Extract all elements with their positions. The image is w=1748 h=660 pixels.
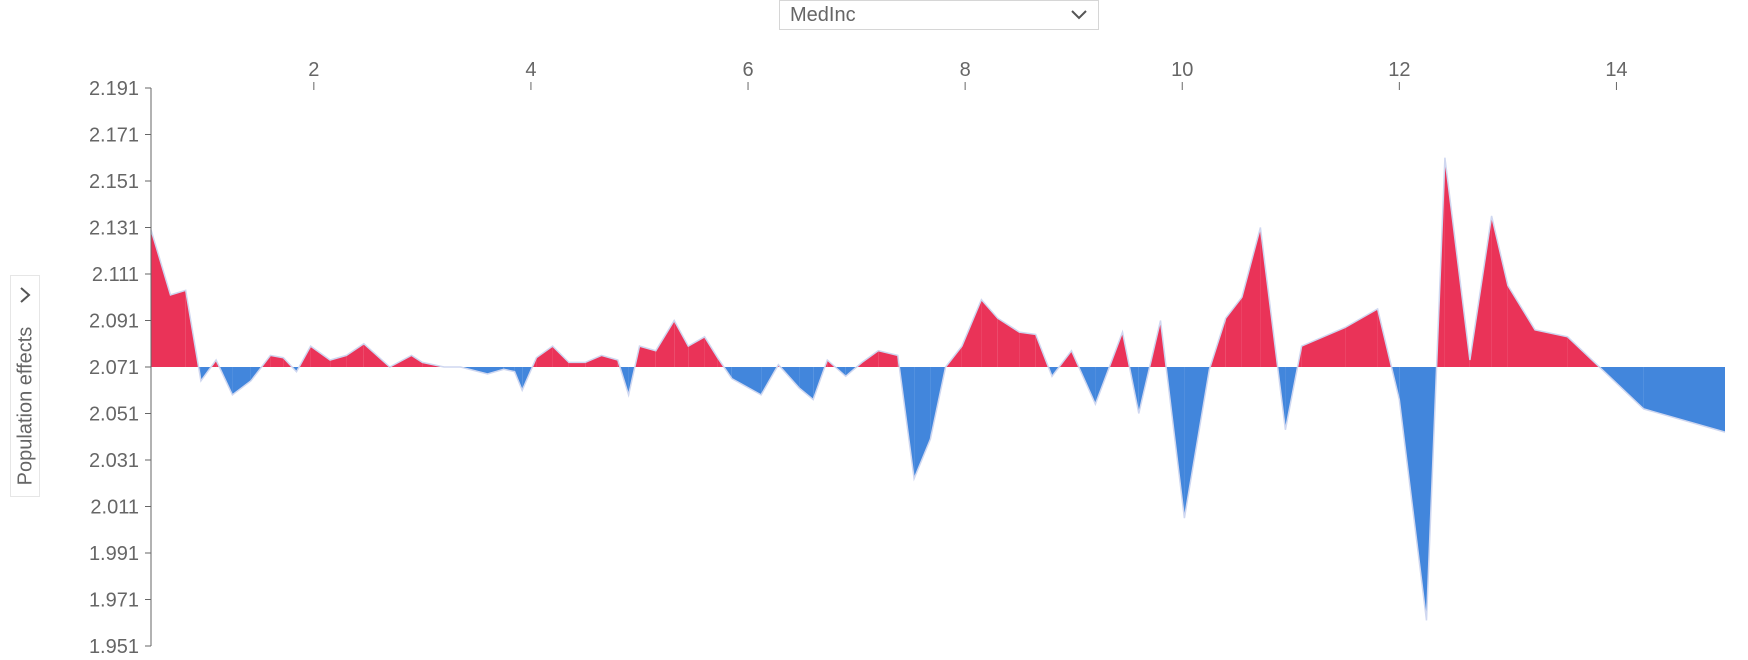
area-above-baseline [270, 355, 284, 367]
y-tick-label: 1.991 [89, 543, 139, 565]
y-tick-label: 1.971 [89, 590, 139, 612]
area-above-baseline [1535, 329, 1568, 367]
chevron-down-icon [1071, 10, 1087, 20]
area-below-baseline [799, 367, 814, 400]
area-above-baseline [1301, 327, 1346, 367]
area-above-baseline [639, 346, 656, 367]
x-tick-label: 8 [960, 59, 971, 81]
y-tick-label: 2.131 [89, 218, 139, 240]
x-tick-label: 2 [308, 59, 319, 81]
y-tick-label: 2.191 [89, 78, 139, 100]
chevron-right-icon [20, 287, 31, 303]
x-tick-label: 12 [1388, 59, 1410, 81]
area-above-baseline [655, 320, 675, 367]
area-above-baseline [346, 343, 364, 367]
area-above-baseline [601, 355, 618, 367]
area-above-baseline [1507, 285, 1535, 367]
area-below-baseline [1643, 367, 1725, 433]
effect-line [150, 157, 1726, 621]
area-above-baseline [1241, 227, 1261, 367]
y-axis-toggle[interactable]: Population effects [10, 275, 40, 497]
area-above-baseline [981, 299, 998, 367]
area-above-baseline [961, 299, 982, 367]
x-tick-label: 14 [1605, 59, 1627, 81]
area-above-baseline [1491, 215, 1508, 367]
area-below-baseline [1399, 367, 1427, 621]
y-tick-label: 2.151 [89, 171, 139, 193]
area-above-baseline [310, 346, 331, 367]
feature-dropdown[interactable]: MedInc [779, 0, 1099, 30]
area-above-baseline [1225, 297, 1242, 367]
area-below-baseline [731, 367, 762, 395]
x-tick-label: 4 [525, 59, 536, 81]
area-above-baseline [170, 290, 186, 367]
y-tick-label: 2.091 [89, 311, 139, 333]
y-tick-label: 2.051 [89, 404, 139, 426]
y-tick-label: 2.171 [89, 125, 139, 147]
area-above-baseline [568, 362, 586, 367]
y-tick-label: 1.951 [89, 636, 139, 658]
area-above-baseline [1019, 332, 1036, 367]
area-above-baseline [330, 355, 347, 367]
area-above-baseline [536, 346, 553, 367]
area-above-baseline [704, 336, 718, 367]
x-tick-label: 10 [1171, 59, 1193, 81]
area-above-baseline [997, 318, 1020, 367]
y-tick-label: 2.011 [90, 497, 139, 519]
x-tick-label: 6 [742, 59, 753, 81]
y-tick-label: 2.031 [89, 450, 139, 472]
area-above-baseline [674, 320, 689, 367]
area-below-baseline [914, 367, 931, 479]
y-tick-label: 2.071 [89, 357, 139, 379]
feature-dropdown-value: MedInc [790, 3, 856, 26]
area-above-baseline [552, 346, 569, 367]
area-above-baseline [862, 350, 879, 367]
area-above-baseline [585, 355, 602, 367]
area-above-baseline [151, 229, 171, 367]
y-tick-label: 2.111 [92, 264, 139, 286]
area-above-baseline [411, 355, 423, 367]
area-below-baseline [232, 367, 251, 395]
